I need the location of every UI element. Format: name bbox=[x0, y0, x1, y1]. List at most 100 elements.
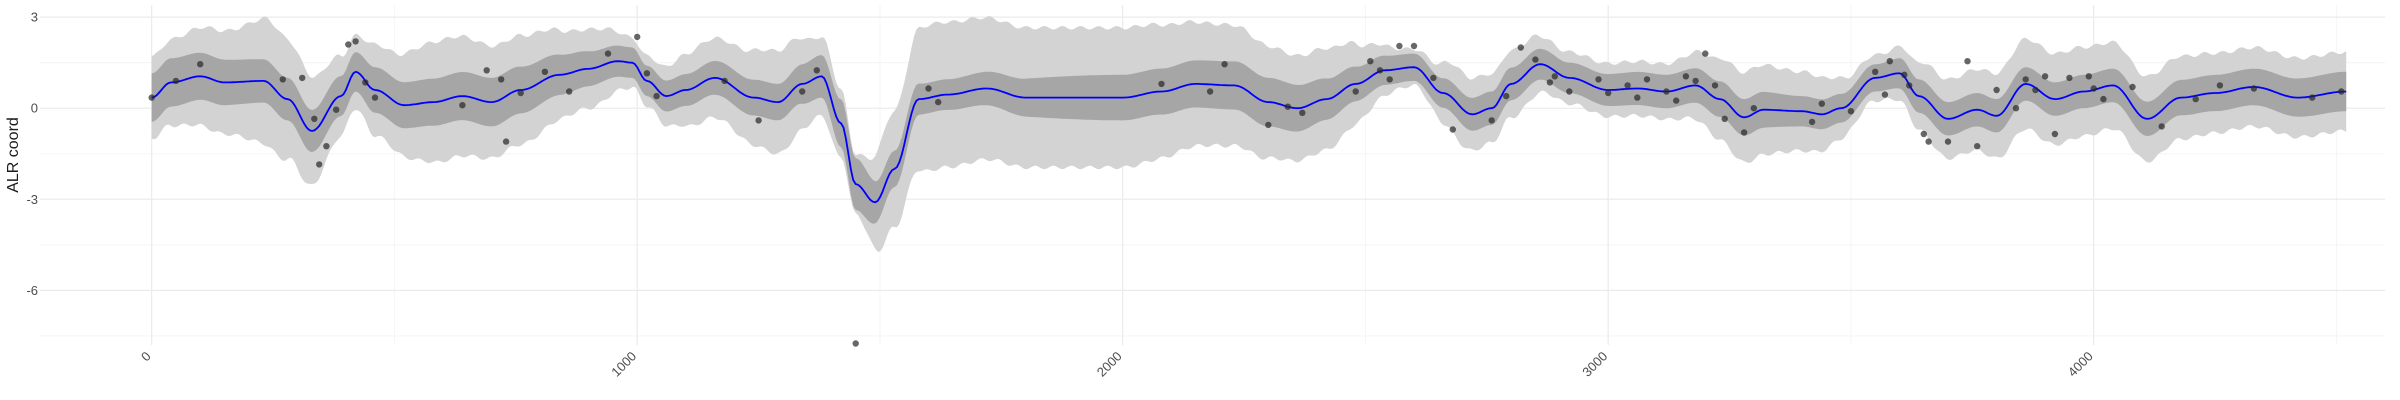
data-point bbox=[2012, 105, 2020, 112]
data-point bbox=[1221, 60, 1228, 68]
x-tick-label: 3000 bbox=[1579, 349, 1610, 380]
data-point bbox=[541, 68, 549, 76]
data-point bbox=[1352, 88, 1359, 95]
y-tick-label: 3 bbox=[31, 10, 38, 25]
data-point bbox=[1517, 44, 1525, 51]
data-point bbox=[1818, 100, 1826, 107]
data-point bbox=[371, 94, 379, 101]
data-point bbox=[311, 115, 318, 123]
data-point bbox=[653, 92, 660, 100]
inner-band bbox=[151, 45, 2347, 224]
data-point bbox=[362, 79, 369, 86]
y-tick-label: -6 bbox=[26, 283, 38, 298]
data-point bbox=[1808, 118, 1816, 126]
data-point bbox=[2051, 130, 2059, 138]
data-point bbox=[345, 41, 352, 48]
x-tick-labels: 0 1000 2000 3000 4000 bbox=[138, 349, 2096, 380]
data-point bbox=[1944, 138, 1952, 145]
data-point bbox=[1740, 129, 1748, 136]
data-point bbox=[1624, 82, 1631, 89]
data-point bbox=[1964, 58, 1971, 65]
data-point bbox=[755, 117, 762, 124]
data-point bbox=[316, 161, 323, 168]
data-point bbox=[2032, 86, 2039, 94]
data-point bbox=[935, 98, 942, 106]
data-point bbox=[2129, 83, 2136, 91]
data-point bbox=[604, 50, 612, 57]
data-point bbox=[1265, 121, 1272, 129]
data-point bbox=[634, 33, 641, 41]
data-point bbox=[1284, 103, 1292, 110]
data-point bbox=[333, 106, 340, 113]
data-point bbox=[1847, 108, 1855, 115]
data-point bbox=[1925, 138, 1932, 145]
data-point bbox=[1551, 73, 1559, 80]
data-point bbox=[498, 76, 505, 83]
data-point bbox=[1721, 115, 1728, 123]
data-point bbox=[1643, 76, 1651, 83]
x-tick-label: 1000 bbox=[608, 349, 639, 380]
data-point bbox=[813, 67, 820, 74]
data-point bbox=[1702, 50, 1709, 57]
data-point bbox=[1158, 80, 1165, 88]
data-point bbox=[1299, 109, 1306, 117]
data-point bbox=[1901, 71, 1908, 79]
data-point bbox=[1410, 42, 1418, 50]
data-point bbox=[1906, 82, 1913, 89]
x-tick-label: 0 bbox=[138, 349, 154, 365]
data-point bbox=[799, 88, 806, 95]
data-point bbox=[2041, 73, 2049, 80]
data-point bbox=[852, 340, 859, 347]
data-point bbox=[2338, 88, 2345, 95]
data-point bbox=[1605, 89, 1612, 97]
data-point bbox=[1386, 76, 1393, 83]
data-point bbox=[502, 138, 510, 145]
data-point bbox=[148, 94, 155, 101]
data-point bbox=[925, 85, 932, 92]
data-point bbox=[2158, 123, 2165, 130]
data-point bbox=[172, 77, 180, 85]
data-point bbox=[1595, 76, 1602, 83]
data-point bbox=[1532, 56, 1539, 63]
data-point bbox=[2066, 74, 2073, 82]
data-point bbox=[323, 143, 330, 150]
data-point bbox=[517, 89, 524, 97]
x-tick-label: 4000 bbox=[2065, 349, 2096, 380]
x-tick-label: 2000 bbox=[1094, 349, 1125, 380]
data-point bbox=[1663, 88, 1670, 95]
data-point bbox=[721, 77, 728, 85]
data-point bbox=[2250, 85, 2258, 92]
observed-points bbox=[148, 33, 2345, 347]
y-tick-labels: 3 0 -3 -6 bbox=[26, 10, 38, 298]
data-point bbox=[1449, 126, 1457, 133]
data-point bbox=[1566, 88, 1573, 95]
y-tick-label: -3 bbox=[26, 192, 38, 207]
data-point bbox=[279, 76, 286, 83]
data-point bbox=[1673, 97, 1680, 104]
data-point bbox=[352, 38, 359, 45]
data-point bbox=[643, 70, 651, 77]
data-point bbox=[1974, 143, 1981, 150]
data-point bbox=[1430, 74, 1437, 82]
data-point bbox=[1546, 79, 1554, 86]
data-point bbox=[1872, 68, 1879, 76]
data-point bbox=[1750, 105, 1758, 112]
outer-band bbox=[151, 16, 2347, 252]
data-point bbox=[2100, 95, 2107, 103]
data-point bbox=[299, 74, 306, 82]
data-point bbox=[1993, 86, 2000, 94]
data-point bbox=[1881, 91, 1889, 98]
data-point bbox=[1206, 88, 1214, 95]
data-point bbox=[1886, 58, 1894, 65]
data-point bbox=[1396, 42, 1403, 50]
data-point bbox=[1376, 67, 1384, 74]
data-point bbox=[1920, 130, 1928, 138]
y-axis-title: ALR coord bbox=[5, 117, 22, 193]
mean-line bbox=[151, 60, 2347, 204]
data-point bbox=[2216, 82, 2224, 89]
data-point bbox=[1692, 77, 1699, 85]
data-point bbox=[483, 67, 490, 74]
data-point bbox=[1634, 94, 1641, 101]
data-point bbox=[2085, 73, 2092, 80]
